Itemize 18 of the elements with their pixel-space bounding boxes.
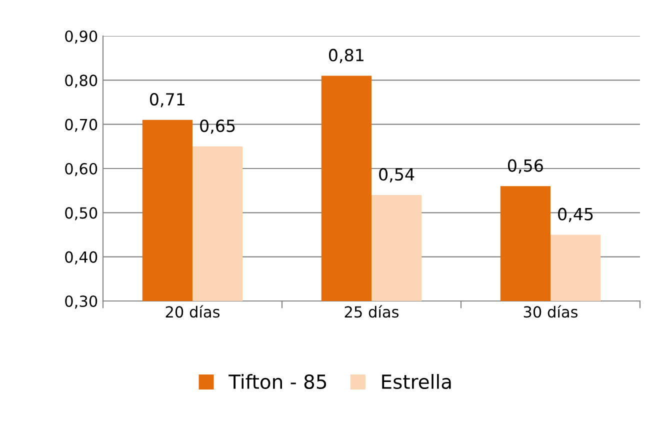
legend-label: Estrella	[382, 374, 451, 390]
y-tick-label: 0,80	[65, 74, 98, 88]
y-tick-label: 0,90	[65, 30, 98, 44]
data-label: 0,56	[508, 159, 543, 174]
data-label: 0,45	[558, 208, 593, 222]
legend-label: Tifton - 85	[228, 374, 326, 390]
y-tick-label: 0,70	[65, 118, 98, 132]
x-tick-label: 30 días	[524, 305, 578, 318]
x-tick-label: 20 días	[166, 305, 220, 318]
data-label: 0,81	[328, 48, 364, 64]
y-tick-label: 0,40	[65, 251, 98, 264]
data-label: 0,54	[379, 168, 414, 182]
x-tick-label: 25 días	[344, 305, 399, 318]
y-tick-label: 0,30	[65, 295, 98, 309]
data-label: 0,71	[150, 92, 184, 108]
y-tick-label: 0,60	[65, 162, 98, 176]
data-label: 0,65	[200, 119, 235, 134]
y-tick-label: 0,50	[65, 207, 98, 220]
